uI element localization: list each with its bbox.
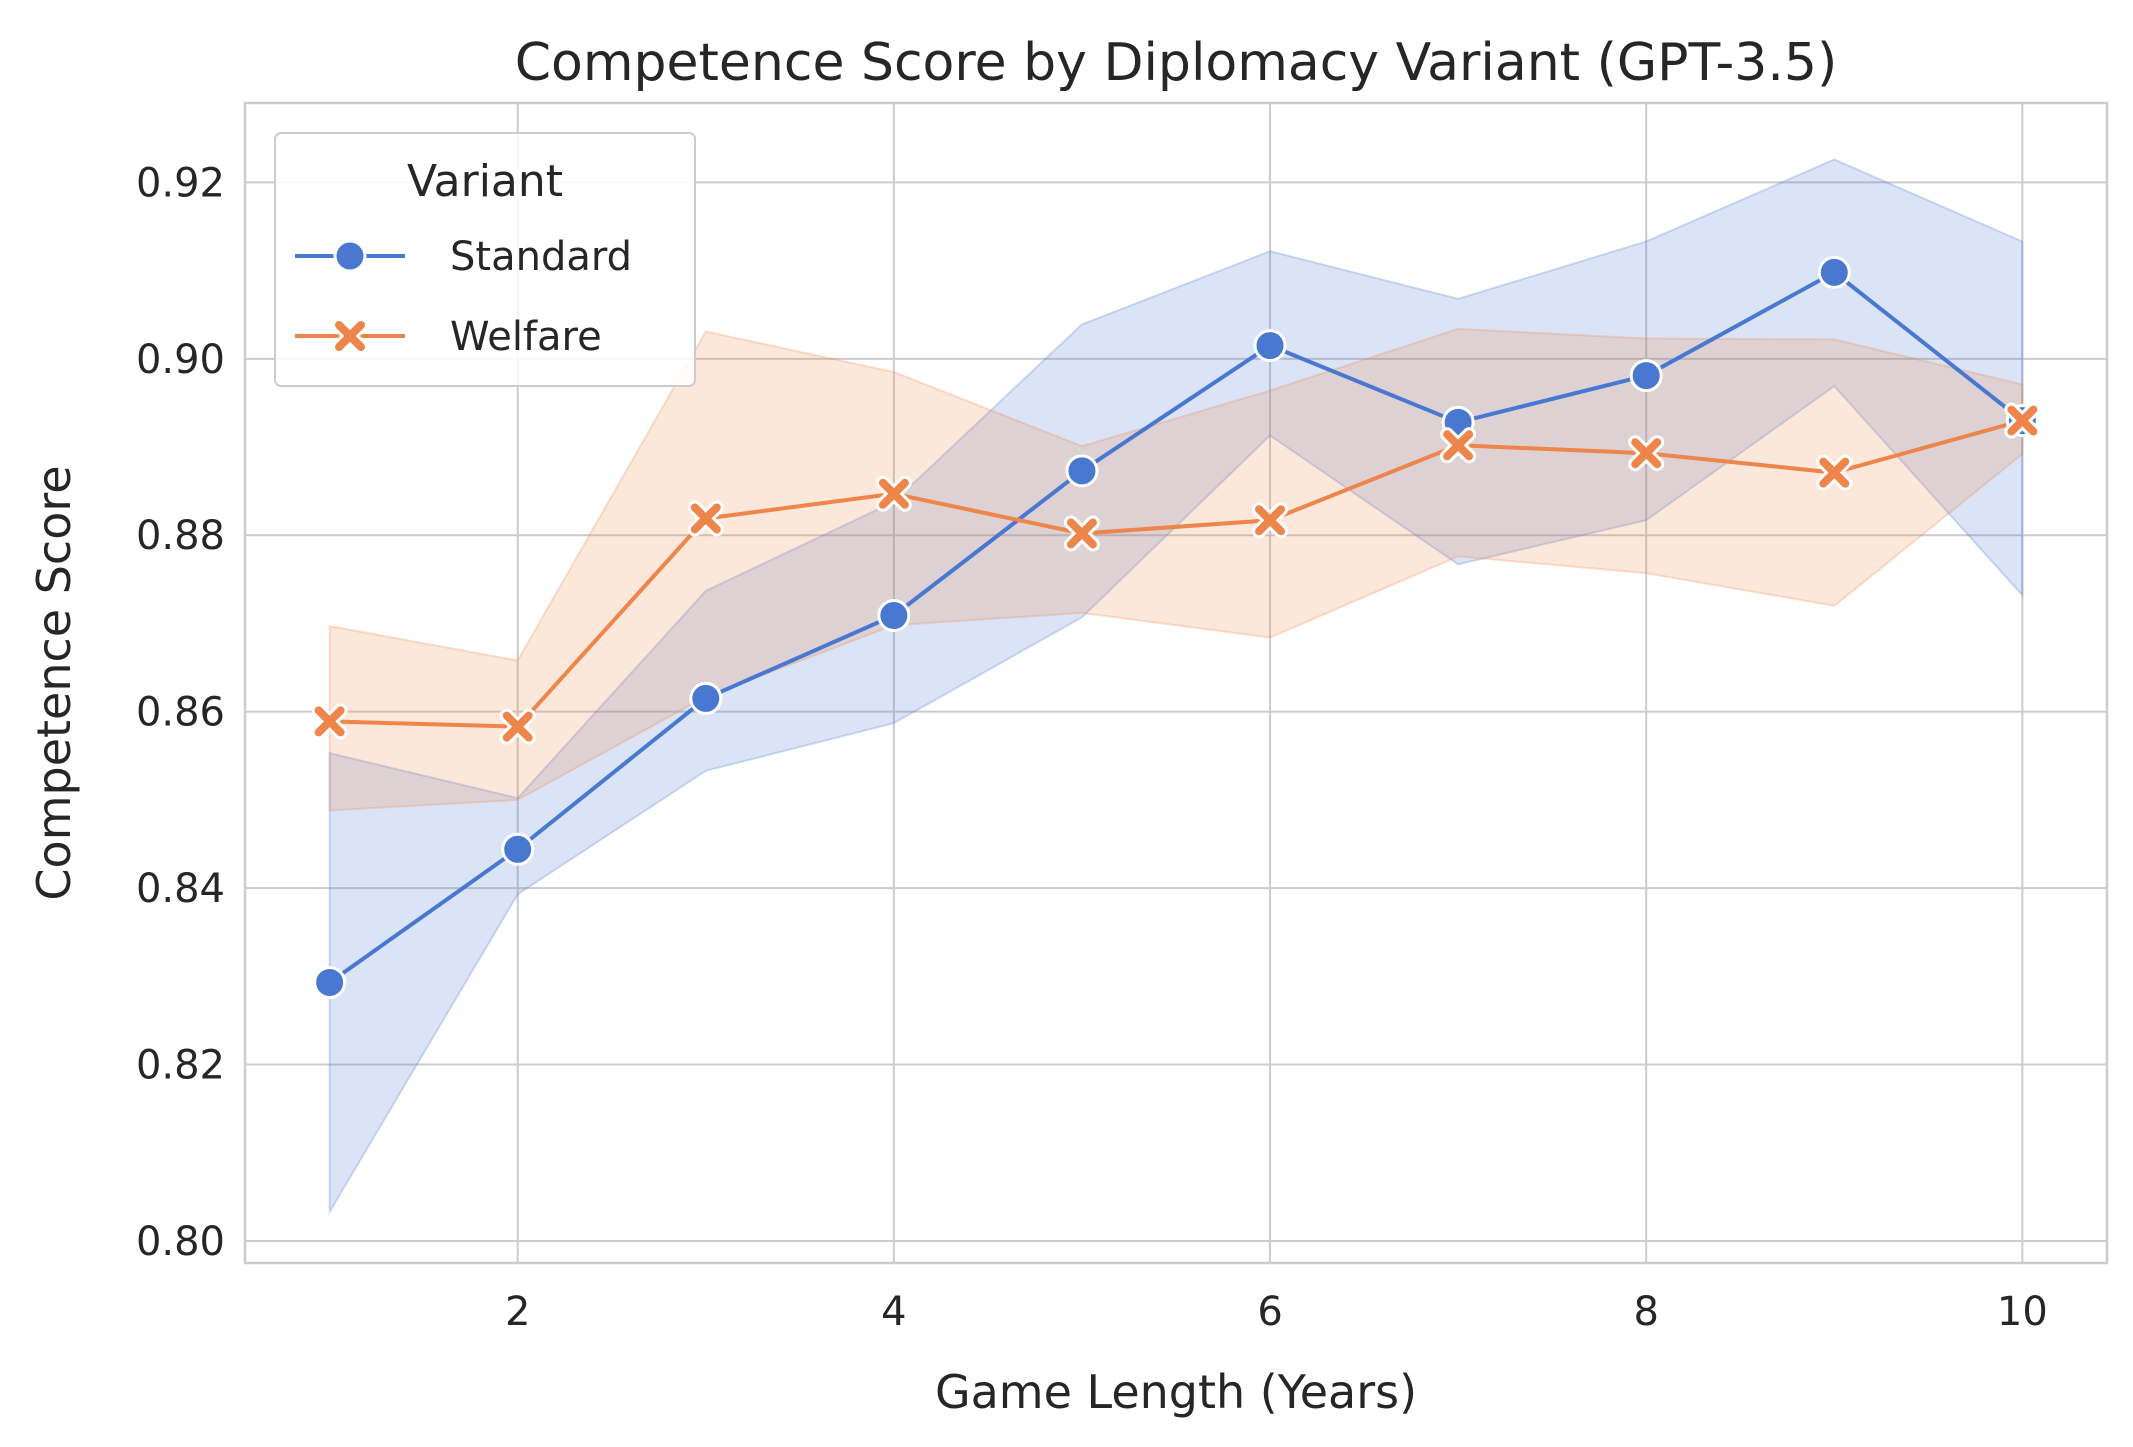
standard-line: [328, 270, 2024, 985]
legend-marker: [332, 318, 368, 354]
standard-point: [689, 681, 723, 715]
legend: Variant Standard Welfare: [274, 132, 696, 387]
welfare-point: [1440, 427, 1477, 464]
welfare-point: [1816, 454, 1853, 491]
welfare-point: [311, 703, 348, 740]
standard-point: [1629, 359, 1663, 393]
standard-point: [877, 599, 911, 633]
y-tick-label: 0.84: [136, 866, 225, 912]
x-tick-label: 6: [1257, 1289, 1282, 1335]
x-tick-label: 2: [505, 1289, 530, 1335]
x-axis-label: Game Length (Years): [935, 1365, 1417, 1419]
y-axis-label: Competence Score: [27, 465, 81, 900]
x-tick-label: 4: [881, 1289, 906, 1335]
standard-point: [1253, 329, 1287, 363]
welfare-point: [1252, 502, 1289, 539]
welfare-line: [329, 418, 2023, 729]
legend-marker: [333, 239, 367, 273]
series-markers: [311, 255, 2041, 999]
series-lines: [328, 270, 2024, 985]
welfare-point: [499, 708, 536, 745]
x-tick-labels: 2 4 6 8 10: [505, 1289, 2048, 1335]
welfare-point: [1628, 435, 1665, 472]
standard-point: [313, 965, 347, 999]
legend-box: [274, 132, 696, 387]
y-tick-label: 0.86: [136, 690, 225, 736]
plot-frame: [243, 101, 2109, 1265]
legend-items: Standard Welfare: [295, 234, 632, 360]
x-tick-label: 8: [1633, 1289, 1658, 1335]
welfare-point: [875, 475, 912, 512]
y-tick-label: 0.80: [136, 1219, 225, 1265]
welfare-point: [687, 500, 724, 537]
standard-point: [1065, 454, 1099, 488]
y-tick-label: 0.90: [136, 337, 225, 383]
y-tick-label: 0.92: [136, 160, 225, 206]
welfare-point: [1063, 515, 1100, 552]
legend-title: Variant: [407, 156, 563, 207]
welfare-point: [2004, 402, 2041, 439]
legend-label: Standard: [450, 234, 632, 280]
legend-item-standard: Standard: [295, 234, 632, 280]
legend-item-welfare: Welfare: [295, 314, 602, 360]
standard-point: [1817, 255, 1851, 289]
y-tick-label: 0.82: [136, 1043, 225, 1089]
y-tick-labels: 0.80 0.82 0.84 0.86 0.88 0.90 0.92: [136, 160, 225, 1265]
legend-label: Welfare: [450, 314, 602, 360]
x-tick-label: 10: [1997, 1289, 2048, 1335]
standard-point: [501, 832, 535, 866]
y-tick-label: 0.88: [136, 513, 225, 559]
chart-title: Competence Score by Diplomacy Variant (G…: [515, 33, 1838, 93]
standard-confidence-band: [328, 158, 2024, 1216]
